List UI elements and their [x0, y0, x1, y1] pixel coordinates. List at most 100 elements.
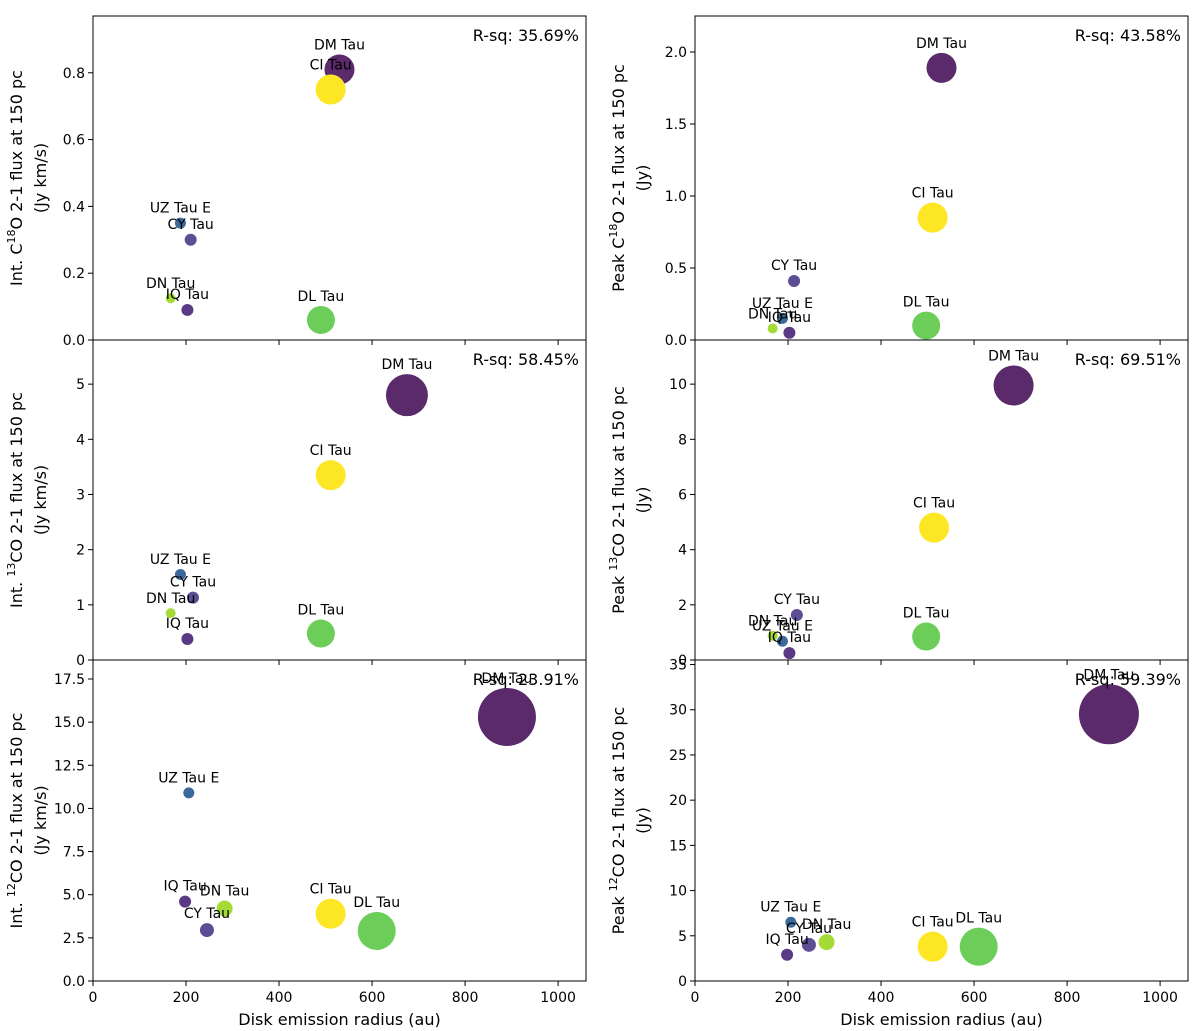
data-point-label: IQ Tau [166, 287, 209, 303]
data-point [181, 303, 194, 316]
y-axis-label: (Jy km/s) [31, 785, 50, 855]
data-point [186, 591, 199, 604]
data-point-label: CI Tau [912, 186, 954, 202]
data-point [357, 911, 396, 950]
data-point-label: DM Tau [314, 37, 365, 53]
r-squared-label: R-sq: 69.51% [1075, 350, 1181, 369]
data-point [912, 622, 941, 651]
data-point [926, 52, 957, 83]
y-tick-label: 17.5 [54, 672, 85, 688]
data-point [306, 305, 335, 334]
data-point-label: CY Tau [786, 921, 832, 937]
data-point-label: UZ Tau E [752, 296, 813, 312]
data-point-label: DL Tau [955, 911, 1002, 927]
data-point [477, 687, 536, 746]
data-point [1078, 684, 1139, 745]
data-point-label: DL Tau [903, 295, 950, 311]
y-tick-label: 0.6 [63, 133, 85, 149]
y-axis-label-part: CO 2-1 flux at 150 pc [609, 707, 628, 878]
data-point-label: UZ Tau E [150, 552, 211, 568]
r-squared-label: R-sq: 43.58% [1075, 26, 1181, 45]
y-tick-label: 0.0 [665, 333, 687, 349]
y-axis-label-sup: 13 [5, 563, 18, 577]
y-tick-label: 30 [669, 703, 687, 719]
y-tick-label: 20 [669, 793, 687, 809]
y-tick-label: 0 [678, 653, 687, 669]
y-tick-label: 10 [669, 884, 687, 900]
y-axis-label: Peak 13CO 2-1 flux at 150 pc [607, 386, 628, 614]
y-tick-label: 0.0 [63, 333, 85, 349]
x-tick-label: 1000 [540, 990, 576, 1006]
y-axis-label-part: Peak C [609, 238, 628, 292]
data-point [783, 647, 796, 660]
data-point [315, 460, 346, 491]
y-axis-label: (Jy) [633, 165, 652, 192]
y-axis-label-sup: 12 [5, 883, 18, 897]
x-tick-label: 400 [266, 990, 293, 1006]
y-axis-label: Peak C18O 2-1 flux at 150 pc [607, 64, 628, 292]
data-point [183, 787, 195, 799]
data-point-label: CY Tau [774, 592, 820, 608]
y-axis-label: Int. C18O 2-1 flux at 150 pc [5, 70, 26, 286]
y-tick-label: 1 [76, 598, 85, 614]
y-tick-label: 0.0 [63, 974, 85, 990]
panel-13co-peak: 0 2 4 6 8 10 Peak 13CO 2-1 flux at 150 pc (Jy) D… [607, 339, 1189, 669]
x-tick-label: 1000 [1142, 990, 1178, 1006]
data-point [959, 927, 998, 966]
y-axis-label: (Jy) [633, 487, 652, 514]
data-point-label: UZ Tau E [158, 770, 219, 786]
data-point-label: DN Tau [802, 917, 851, 933]
y-tick-label: 35 [669, 658, 687, 674]
data-point-label: UZ Tau E [760, 900, 821, 916]
data-point-label: UZ Tau E [150, 201, 211, 217]
y-axis-label-sup: 18 [607, 224, 620, 238]
x-tick-label: 600 [359, 990, 386, 1006]
y-tick-label: 8 [678, 432, 687, 448]
data-point-label: DL Tau [353, 895, 400, 911]
data-point-label: DM Tau [988, 349, 1039, 365]
r-squared-label: R-sq: 35.69% [473, 26, 579, 45]
y-axis-label-sup: 12 [607, 877, 620, 891]
panel-c18o-peak: 0.0 0.5 1.0 1.5 2.0 Peak C18O 2-1 flux at 150… [607, 15, 1189, 349]
y-axis-label-part: Int. [7, 577, 26, 608]
y-axis-label-part: CO 2-1 flux at 150 pc [609, 386, 628, 557]
y-tick-label: 0.8 [63, 66, 85, 82]
data-point [783, 326, 796, 339]
y-tick-label: 4 [678, 543, 687, 559]
y-tick-label: 2 [678, 598, 687, 614]
data-point-label: DM Tau [381, 357, 432, 373]
data-point [767, 630, 778, 641]
data-point [165, 608, 176, 619]
y-axis-label: (Jy km/s) [31, 143, 50, 213]
data-point-label: UZ Tau E [752, 619, 813, 635]
data-point-label: DL Tau [298, 603, 345, 619]
data-point-label: IQ Tau [768, 310, 811, 326]
y-axis-label: (Jy) [633, 807, 652, 834]
data-point [385, 374, 428, 417]
data-point-label: DL Tau [298, 289, 345, 305]
data-point [776, 635, 788, 647]
data-point [184, 233, 197, 246]
data-point [781, 948, 794, 961]
data-point [306, 619, 335, 648]
y-axis-label-part: Peak [609, 571, 628, 614]
data-point-label: IQ Tau [166, 616, 209, 632]
y-tick-label: 5 [76, 377, 85, 393]
data-point-label: CY Tau [184, 906, 230, 922]
y-tick-label: 2.0 [665, 45, 687, 61]
data-point-label: IQ Tau [768, 630, 811, 646]
x-tick-label: 0 [691, 990, 700, 1006]
data-point-label: CY Tau [170, 575, 216, 591]
y-tick-label: 15 [669, 838, 687, 854]
panel-c18o-int: 0.0 0.2 0.4 0.6 0.8 Int. C18O 2-1 flux at 150… [5, 15, 587, 349]
y-axis-label-part: Int. [7, 897, 26, 928]
data-point [216, 900, 233, 917]
r-squared-label: R-sq: 23.91% [473, 670, 579, 689]
axes-frame [92, 659, 587, 982]
data-point-label: CY Tau [771, 258, 817, 274]
data-point [785, 916, 797, 928]
data-point-label: IQ Tau [163, 879, 206, 895]
data-point [315, 898, 346, 929]
data-point-label: DM Tau [481, 671, 532, 687]
